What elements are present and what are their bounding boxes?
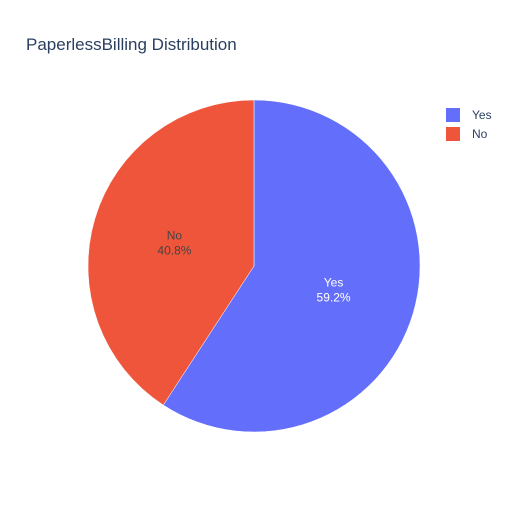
pie-slice-labels: Yes 59.2% No 40.8% <box>157 228 350 304</box>
legend-label-no: No <box>472 127 488 141</box>
slice-label-yes: Yes 59.2% <box>317 276 351 305</box>
slice-label-name: Yes <box>324 276 344 290</box>
slice-label-no: No 40.8% <box>157 228 191 257</box>
legend-swatch-no <box>446 127 460 141</box>
pie-slice-no[interactable] <box>87 99 255 406</box>
slice-label-percent: 59.2% <box>317 291 351 305</box>
legend: Yes No <box>446 108 492 141</box>
slice-label-percent: 40.8% <box>157 243 191 257</box>
pie-slices <box>87 99 421 433</box>
pie-slice-yes[interactable] <box>162 99 421 433</box>
slice-label-name: No <box>167 228 183 242</box>
legend-swatch-yes <box>446 108 460 122</box>
legend-item-no[interactable]: No <box>446 127 488 141</box>
legend-item-yes[interactable]: Yes <box>446 108 492 122</box>
legend-label-yes: Yes <box>472 108 492 122</box>
chart-title: PaperlessBilling Distribution <box>26 35 237 54</box>
